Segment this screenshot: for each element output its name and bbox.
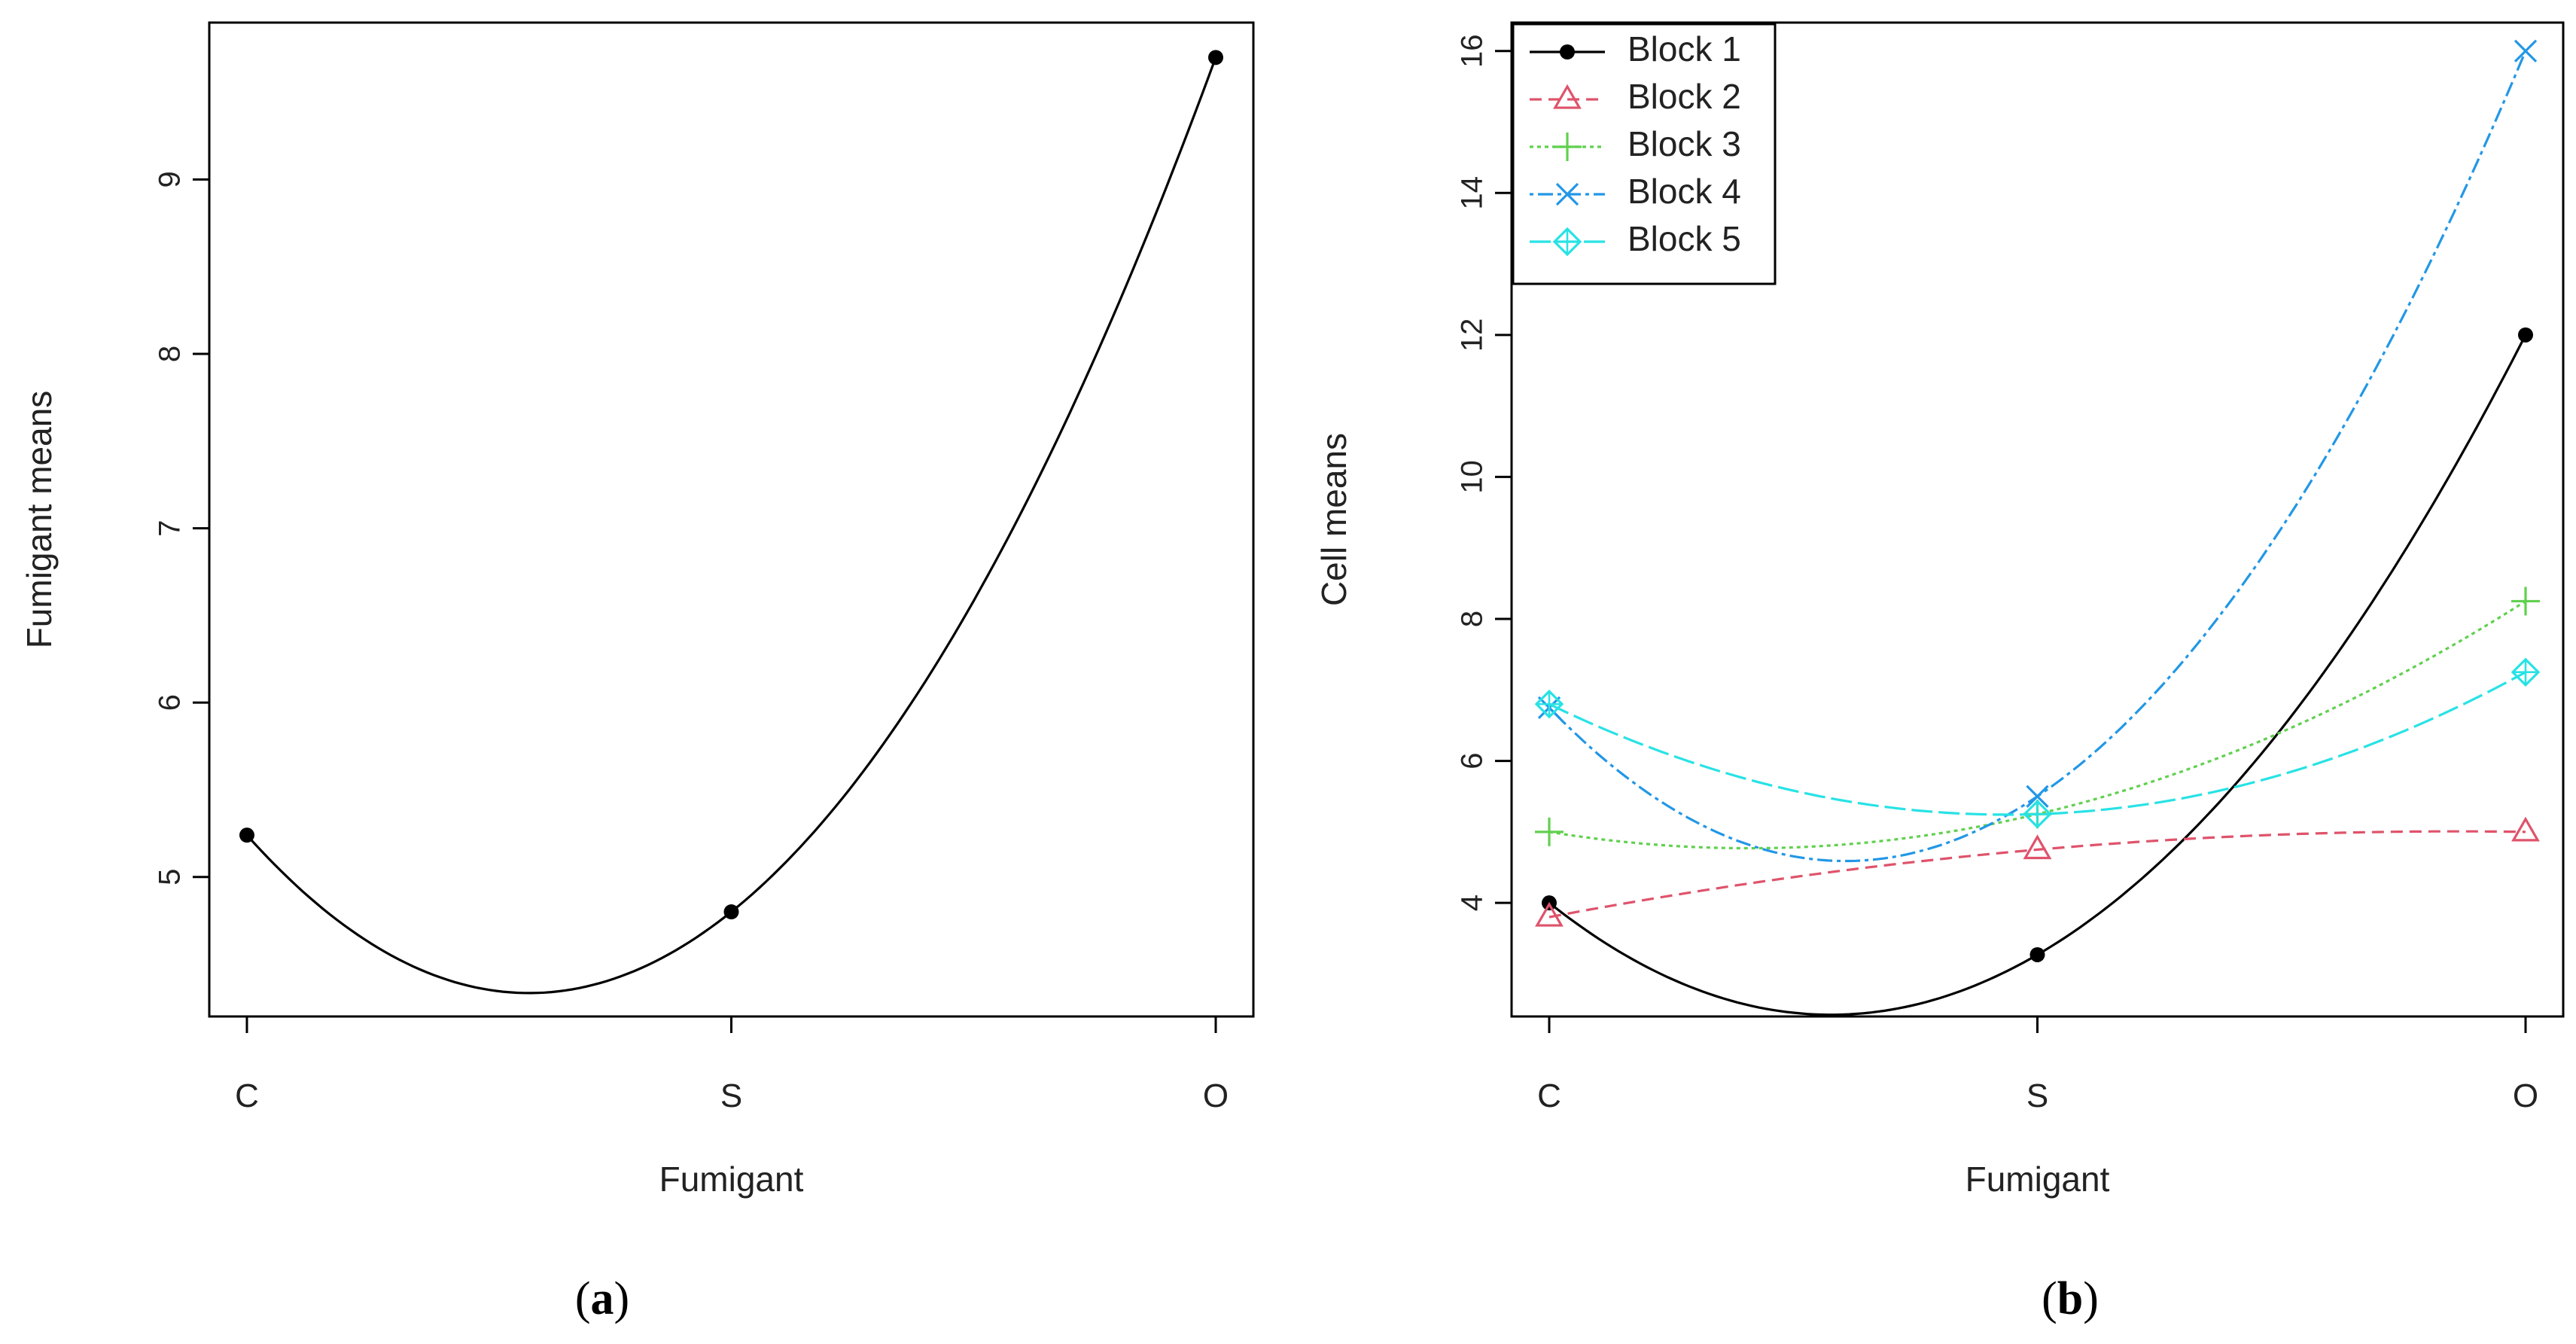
data-point: [1555, 182, 1579, 206]
y-tick-label: 14: [1456, 176, 1489, 210]
data-point: [1534, 689, 1564, 719]
y-tick-label: 9: [154, 171, 187, 187]
data-point: [1560, 44, 1575, 59]
x-tick-label: C: [235, 1077, 259, 1114]
panel-label: (b): [2042, 1273, 2099, 1324]
data-point: [239, 827, 254, 843]
data-point: [2514, 39, 2538, 62]
x-tick-label: C: [1537, 1077, 1561, 1114]
data-point: [2023, 834, 2052, 860]
y-tick-label: 10: [1456, 460, 1489, 494]
x-tick-label: S: [720, 1077, 742, 1114]
series-line: [245, 56, 1217, 995]
data-point: [1208, 50, 1223, 66]
data-point: [1553, 84, 1582, 109]
series-line: [1548, 830, 2526, 919]
data-point: [2511, 816, 2540, 842]
y-tick-label: 6: [1456, 752, 1489, 769]
data-point: [1535, 901, 1564, 927]
data-point: [2029, 946, 2045, 962]
legend-label: Block 5: [1628, 219, 1741, 258]
legend: Block 1 Block 2 Block 3 Block 4 Block 5: [1512, 23, 1777, 285]
x-tick-label: O: [1203, 1077, 1229, 1114]
data-point: [2511, 587, 2540, 616]
y-tick-label: 8: [1456, 611, 1489, 627]
data-point: [2023, 800, 2052, 829]
y-tick-label: 12: [1456, 318, 1489, 352]
data-point: [2511, 657, 2541, 687]
legend-label: Block 3: [1628, 124, 1741, 163]
y-axis-label: Cell means: [1314, 433, 1353, 606]
y-tick-label: 8: [154, 346, 187, 362]
legend-label: Block 4: [1628, 172, 1741, 211]
plot-frame: [208, 21, 1255, 1018]
y-tick-label: 7: [154, 520, 187, 536]
series-line: [1548, 334, 2527, 1016]
data-point: [723, 904, 739, 920]
x-axis-label: Fumigant: [1965, 1160, 2110, 1199]
data-point: [1552, 227, 1582, 257]
chart-panel-b: 4 6 8 10 12 14 16 C S O Fumigant Cell means (b) Block…: [1314, 21, 2565, 1324]
series-line: [1548, 671, 2526, 816]
chart-panel-a: 5 6 7 8 9 C S O Fumigant Fumigant means (a): [20, 21, 1255, 1324]
data-point: [2518, 327, 2533, 343]
x-tick-label: S: [2026, 1077, 2048, 1114]
panel-label: (a): [575, 1273, 629, 1324]
y-tick-label: 6: [154, 694, 187, 711]
x-tick-label: O: [2513, 1077, 2538, 1114]
legend-label: Block 2: [1628, 77, 1741, 116]
y-tick-label: 4: [1456, 894, 1489, 911]
x-axis-label: Fumigant: [659, 1160, 804, 1199]
data-point: [1535, 817, 1564, 846]
data-point: [2026, 785, 2049, 808]
y-tick-label: 5: [154, 869, 187, 885]
legend-label: Block 1: [1628, 29, 1741, 69]
y-tick-label: 16: [1456, 34, 1489, 68]
y-axis-label: Fumigant means: [20, 391, 59, 649]
data-point: [1553, 133, 1582, 161]
